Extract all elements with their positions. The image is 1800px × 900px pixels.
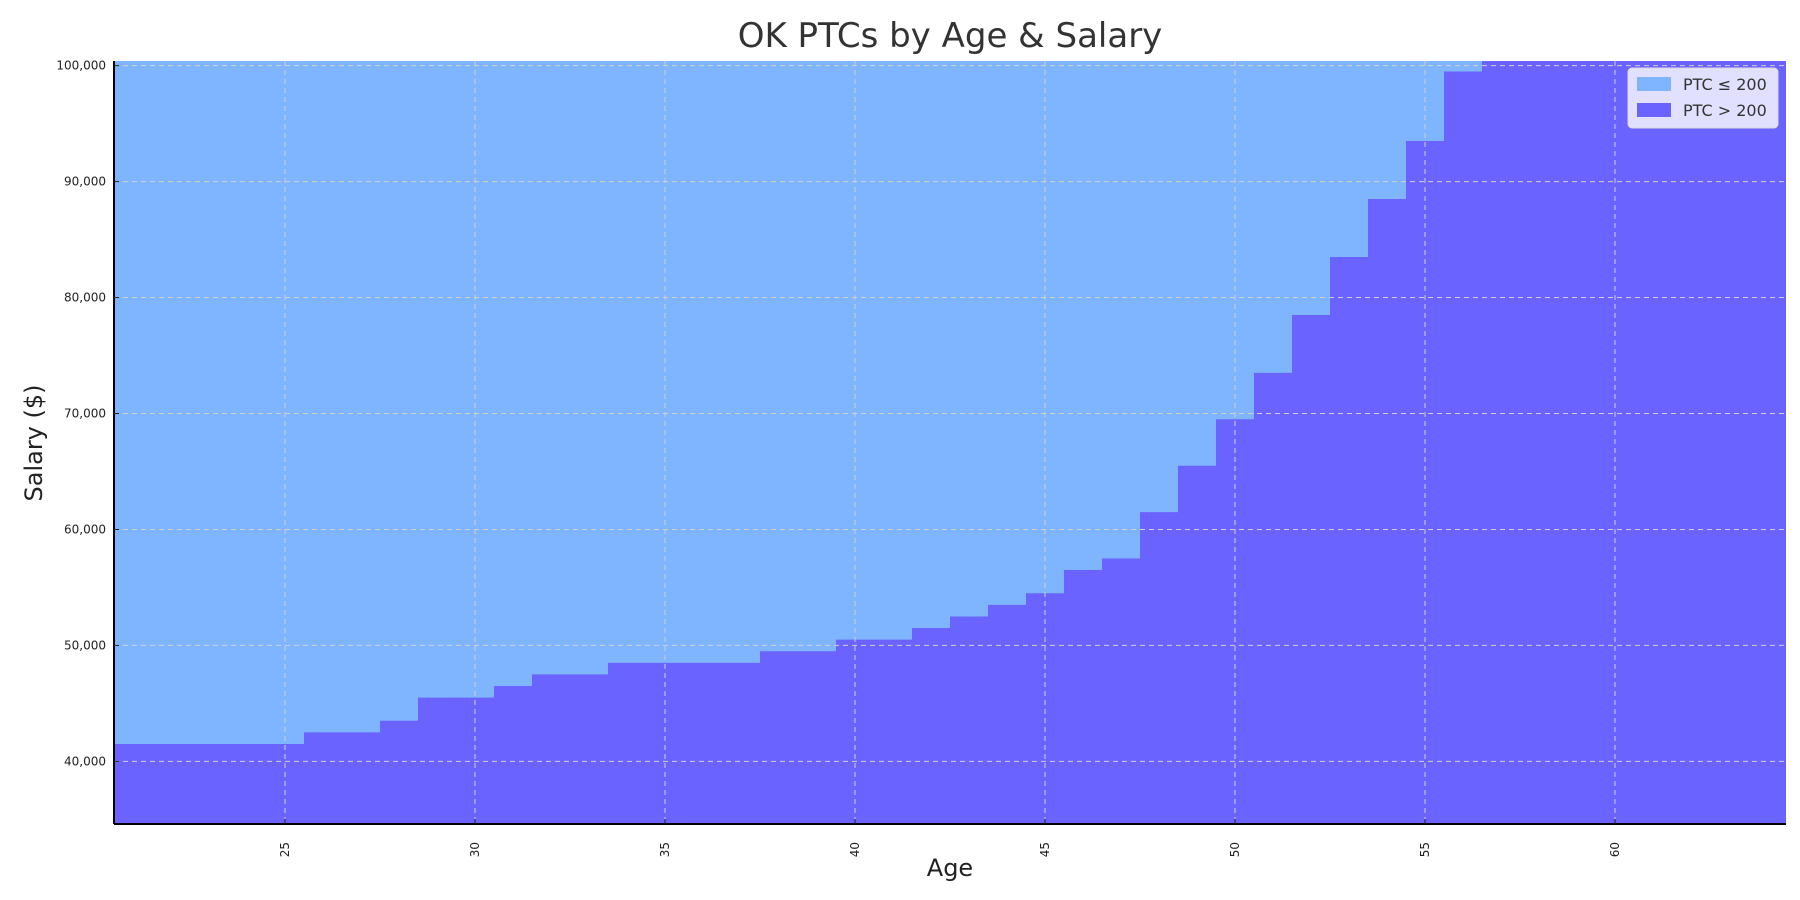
y-tick-label: 90,000	[64, 175, 106, 189]
y-tick-label: 60,000	[64, 522, 106, 536]
y-ticks: 40,000 50,000 60,000 70,000 80,000 90,000 100,…	[56, 59, 119, 768]
x-tick-label: 60	[1608, 842, 1622, 857]
grid	[114, 61, 1786, 824]
y-tick-label: 40,000	[64, 754, 106, 768]
legend-swatch-ptc-le-200	[1637, 77, 1671, 91]
chart-title: OK PTCs by Age & Salary	[738, 16, 1163, 56]
x-ticks: 25 30 35 40 45 50 55 60	[278, 819, 1622, 857]
x-tick-label: 25	[278, 842, 292, 857]
x-tick-label: 50	[1228, 842, 1242, 857]
legend-label-ptc-le-200: PTC ≤ 200	[1683, 75, 1767, 94]
legend-label-ptc-gt-200: PTC > 200	[1683, 101, 1767, 120]
y-axis-label: Salary ($)	[20, 384, 48, 501]
y-tick-label: 70,000	[64, 407, 106, 421]
x-tick-label: 40	[848, 842, 862, 857]
legend: PTC ≤ 200 PTC > 200	[1627, 67, 1779, 129]
x-tick-label: 30	[468, 842, 482, 857]
x-tick-label: 45	[1038, 842, 1052, 857]
y-tick-label: 100,000	[56, 59, 106, 73]
y-tick-label: 80,000	[64, 291, 106, 305]
x-axis-label: Age	[927, 854, 973, 882]
legend-swatch-ptc-gt-200	[1637, 103, 1671, 117]
x-tick-label: 55	[1418, 842, 1432, 857]
x-tick-label: 35	[658, 842, 672, 857]
plot-area: 25 30 35 40 45 50 55 60 40,000 50,000 60,000 70,00…	[56, 59, 1786, 857]
area-ptc-gt-200	[114, 61, 1786, 824]
y-tick-label: 50,000	[64, 638, 106, 652]
